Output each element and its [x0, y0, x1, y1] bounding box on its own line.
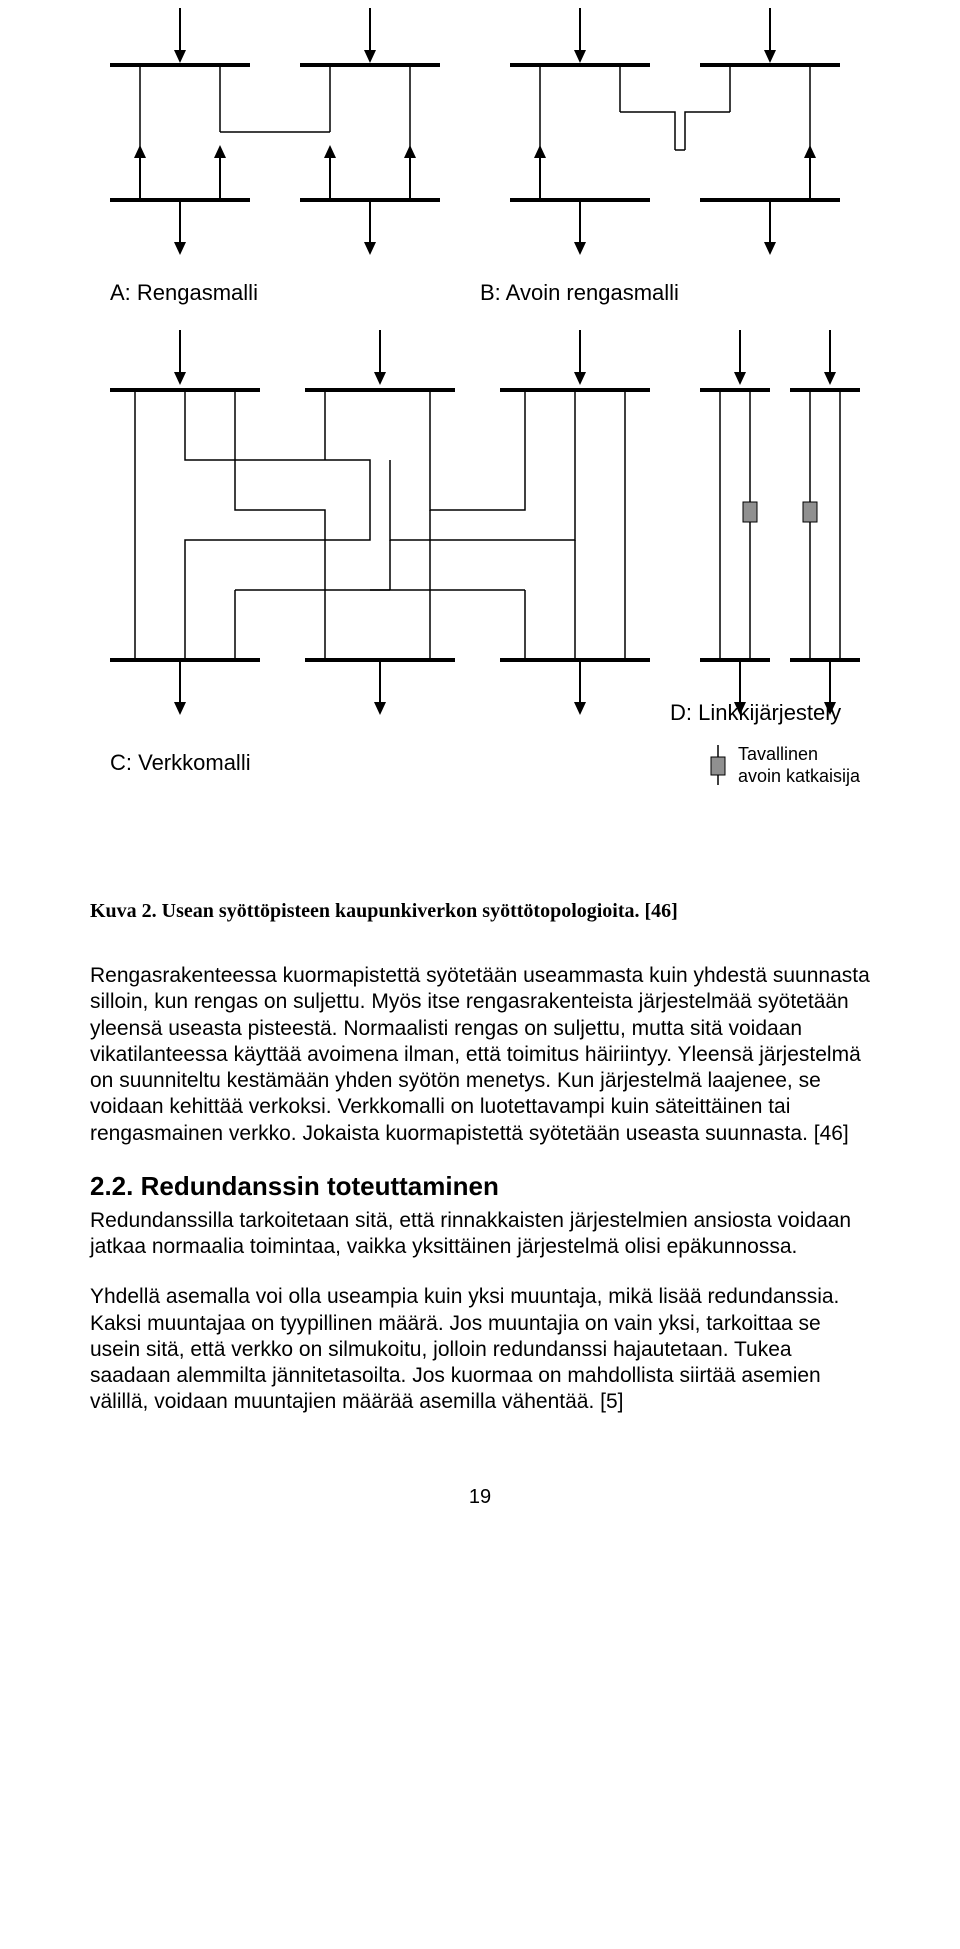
- diagram-label-b: B: Avoin rengasmalli: [480, 280, 679, 305]
- page-number: 19: [90, 1486, 870, 1509]
- page-content: A: Rengasmalli B: Avoin rengasmalli: [0, 0, 960, 1569]
- paragraph-1: Rengasrakenteessa kuormapistettä syötetä…: [90, 963, 870, 1147]
- network-topology-diagram: A: Rengasmalli B: Avoin rengasmalli: [90, 0, 870, 870]
- heading-redundanssi: 2.2. Redundanssin toteuttaminen: [90, 1171, 870, 1202]
- figure-caption: Kuva 2. Usean syöttöpisteen kaupunkiverk…: [90, 900, 870, 923]
- diagram-label-a: A: Rengasmalli: [110, 280, 258, 305]
- diagram-label-c: C: Verkkomalli: [110, 750, 251, 775]
- legend-line1: Tavallinen: [738, 744, 818, 764]
- legend-line2: avoin katkaisija: [738, 766, 861, 786]
- diagram-legend: Tavallinen avoin katkaisija: [711, 744, 861, 786]
- diagram-c-verkkomalli: [110, 330, 650, 715]
- diagram-b-avoin-rengasmalli: [510, 8, 840, 255]
- diagram-a-rengasmalli: [110, 8, 440, 255]
- paragraph-3: Yhdellä asemalla voi olla useampia kuin …: [90, 1284, 870, 1415]
- paragraph-2: Redundanssilla tarkoitetaan sitä, että r…: [90, 1208, 870, 1261]
- diagram-label-d: D: Linkkijärjestely: [670, 700, 841, 725]
- diagram-d-linkkijarjestely: [700, 330, 860, 715]
